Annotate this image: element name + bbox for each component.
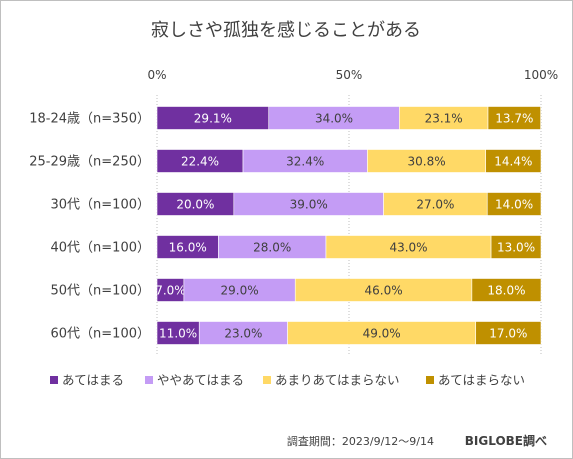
data-label: 32.4%	[286, 155, 324, 169]
category-label: 25-29歳（n=250）	[29, 155, 150, 170]
data-label: 17.0%	[489, 327, 527, 341]
x-axis-ticks: 0% 50% 100%	[147, 68, 558, 82]
legend-label: あまりあてはまらない	[275, 373, 400, 388]
category-labels: 18-24歳（n=350） 25-29歳（n=250） 30代（n=100） 40代（…	[29, 112, 150, 342]
bar-segment	[485, 149, 542, 173]
legend-label: あてはまる	[62, 373, 124, 388]
bar-segment	[490, 235, 542, 259]
legend-label: あてはまらない	[438, 373, 525, 388]
x-tick-label: 0%	[147, 68, 166, 82]
category-label: 18-24歳（n=350）	[29, 112, 150, 127]
survey-period: 調査期間：2023/9/12～9/14	[287, 434, 434, 448]
data-label: 30.8%	[408, 155, 446, 169]
bars: 29.1% 34.0% 23.1% 13.7% 22.4% 32.4% 30.8% 14.4%…	[155, 106, 542, 345]
category-label: 30代（n=100）	[51, 198, 151, 213]
data-label: 14.4%	[494, 155, 532, 169]
data-label: 34.0%	[315, 112, 353, 126]
data-label: 49.0%	[363, 327, 401, 341]
source-label: BIGLOBE調べ	[465, 433, 547, 448]
bar-segment	[475, 321, 542, 345]
legend-label: ややあてはまる	[157, 373, 244, 388]
bar-segment	[486, 192, 542, 216]
bar-segment	[487, 106, 541, 130]
chart-title: 寂しさや孤独を感じることがある	[151, 20, 421, 41]
gridlines	[156, 95, 542, 355]
data-label: 46.0%	[364, 284, 402, 298]
data-label: 28.0%	[253, 241, 291, 255]
data-label: 29.0%	[220, 284, 258, 298]
category-label: 40代（n=100）	[51, 241, 151, 256]
data-label: 39.0%	[290, 198, 328, 212]
data-label: 22.4%	[181, 155, 219, 169]
legend: あてはまる ややあてはまる あまりあてはまらない あてはまらない	[50, 373, 525, 388]
category-label: 50代（n=100）	[51, 284, 151, 299]
category-label: 60代（n=100）	[51, 327, 151, 342]
data-label: 7.0%	[155, 284, 186, 298]
data-label: 13.0%	[497, 241, 535, 255]
legend-swatch	[263, 376, 271, 384]
data-label: 16.0%	[169, 241, 207, 255]
data-label: 29.1%	[194, 112, 232, 126]
legend-swatch	[426, 376, 434, 384]
data-label: 14.0%	[495, 198, 533, 212]
data-label: 20.0%	[176, 198, 214, 212]
data-label: 27.0%	[416, 198, 454, 212]
legend-swatch	[145, 376, 153, 384]
data-label: 43.0%	[389, 241, 427, 255]
bar-segment	[471, 278, 542, 302]
data-label: 23.0%	[224, 327, 262, 341]
data-label: 23.1%	[425, 112, 463, 126]
data-label: 11.0%	[159, 327, 197, 341]
data-label: 13.7%	[495, 112, 533, 126]
x-tick-label: 50%	[336, 68, 363, 82]
x-tick-label: 100%	[524, 68, 558, 82]
legend-swatch	[50, 376, 58, 384]
data-label: 18.0%	[487, 284, 525, 298]
